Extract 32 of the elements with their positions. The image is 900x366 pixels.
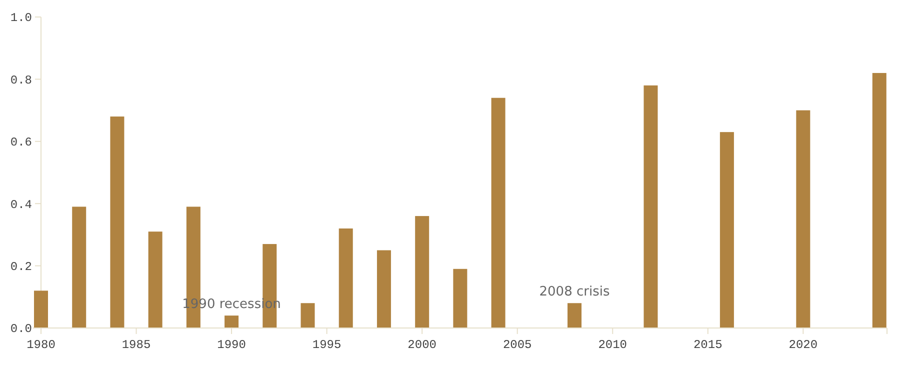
x-tick-label: 2005 [502,338,532,352]
y-tick-label: 0.8 [10,73,32,88]
bar [376,250,391,328]
bar [491,98,506,328]
bar [453,268,468,328]
bar [720,132,734,328]
y-tick-label: 1.0 [10,11,32,26]
x-tick-label: 1980 [26,338,56,352]
x-tick-label: 1985 [122,338,151,352]
bar [568,303,582,328]
y-tick-label: 0.2 [10,260,32,274]
bar [644,85,658,328]
x-tick-label: 2010 [598,338,628,352]
bar [796,110,810,328]
y-tick-label: 0.6 [10,136,32,150]
bar [300,303,315,328]
bar [110,116,124,328]
y-tick-label: 0.0 [10,322,32,336]
bar [224,316,239,328]
y-tick-label: 0.4 [10,198,32,212]
x-tick-label: 1995 [312,338,342,352]
x-tick-label: 2000 [408,338,436,352]
annotation: 2008 crisis [539,284,610,300]
bar [872,72,886,328]
x-tick-label: 2015 [693,338,722,352]
bar [338,228,353,328]
bar [148,232,162,328]
bar [72,206,86,328]
bar [34,290,48,328]
x-tick-label: 1990 [217,338,246,352]
bar [415,216,430,328]
x-tick-label: 2020 [788,338,818,352]
